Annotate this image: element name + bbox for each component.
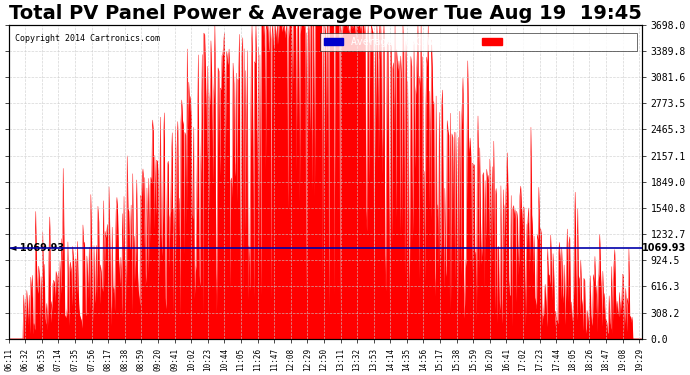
Title: Total PV Panel Power & Average Power Tue Aug 19  19:45: Total PV Panel Power & Average Power Tue…	[9, 4, 642, 23]
Text: 1069.93: 1069.93	[642, 243, 686, 253]
Text: ◄ 1069.93: ◄ 1069.93	[9, 243, 63, 253]
Text: Copyright 2014 Cartronics.com: Copyright 2014 Cartronics.com	[15, 34, 160, 43]
Legend: Average  (DC Watts), PV Panels  (DC Watts): Average (DC Watts), PV Panels (DC Watts)	[320, 33, 637, 51]
